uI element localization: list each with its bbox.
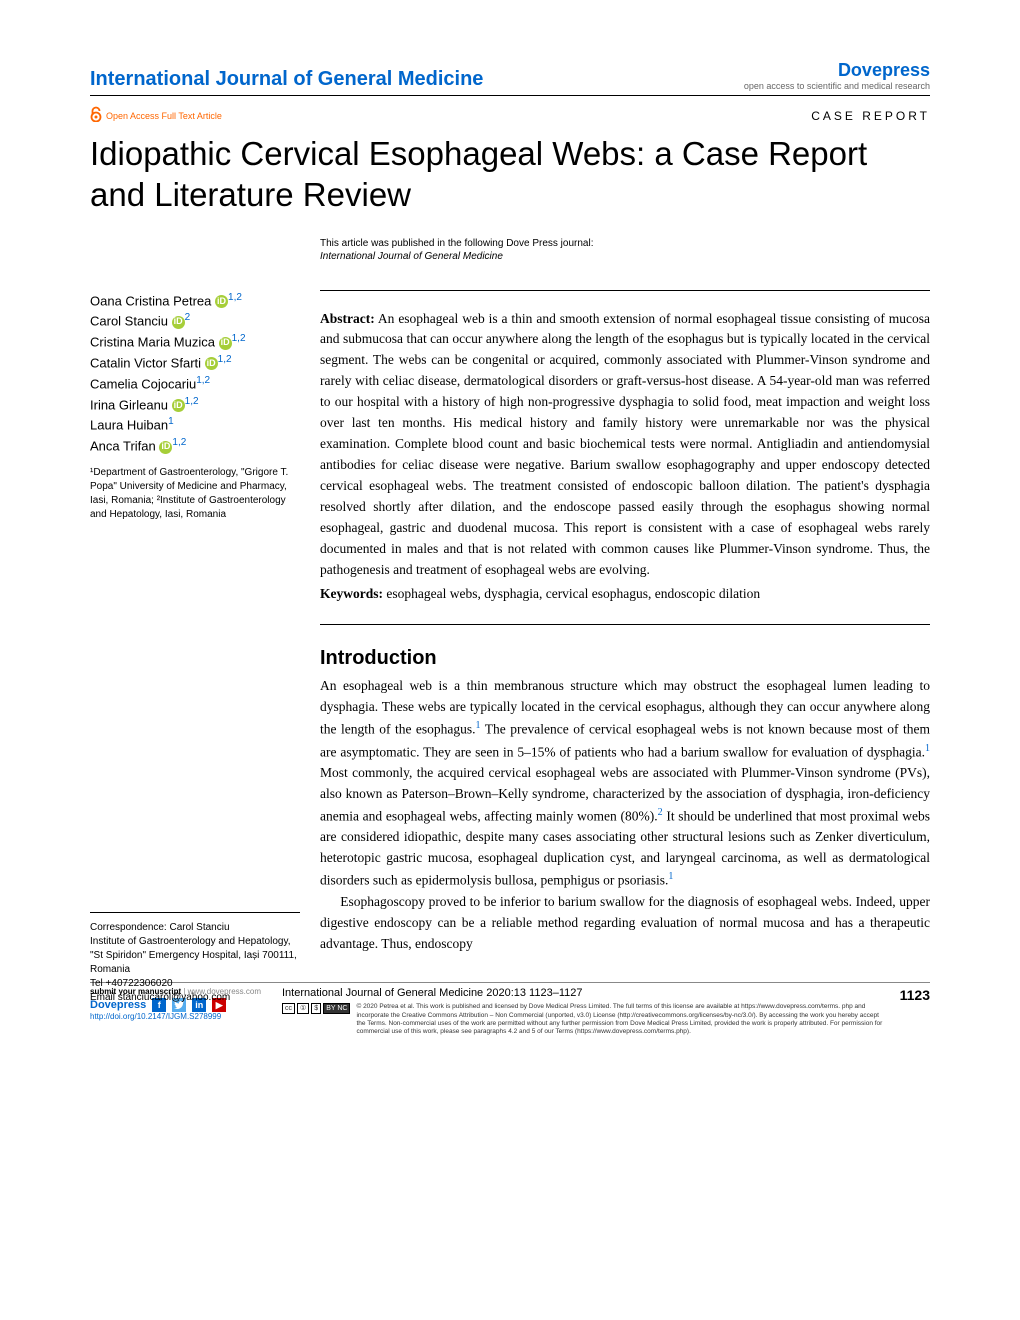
introduction-heading: Introduction xyxy=(320,647,930,670)
journal-header: International Journal of General Medicin… xyxy=(90,60,930,96)
author-name: Cristina Maria Muzica xyxy=(90,334,215,349)
author-name: Irina Girleanu xyxy=(90,397,168,412)
author: Carol Stanciu iD2 xyxy=(90,310,300,331)
section-divider xyxy=(320,624,930,625)
author-affiliation-ref: 1,2 xyxy=(196,375,210,386)
author: Anca Trifan iD1,2 xyxy=(90,435,300,456)
article-title: Idiopathic Cervical Esophageal Webs: a C… xyxy=(90,133,930,216)
author: Laura Huiban1 xyxy=(90,414,300,435)
orcid-icon[interactable]: iD xyxy=(159,441,172,454)
cc-icon: cc xyxy=(282,1003,295,1014)
open-access-icon xyxy=(90,106,102,125)
doi-link[interactable]: http://doi.org/10.2147/IJGM.S278999 xyxy=(90,1012,270,1021)
orcid-icon[interactable]: iD xyxy=(219,337,232,350)
correspondence-label: Correspondence: Carol Stanciu xyxy=(90,921,300,935)
author: Irina Girleanu iD1,2 xyxy=(90,394,300,415)
cc-by-icon: ① xyxy=(297,1003,309,1014)
abstract-text: An esophageal web is a thin and smooth e… xyxy=(320,311,930,577)
author-name: Anca Trifan xyxy=(90,439,156,454)
orcid-icon[interactable]: iD xyxy=(172,316,185,329)
author-affiliation-ref: 2 xyxy=(185,312,191,323)
abstract: Abstract: An esophageal web is a thin an… xyxy=(320,309,930,581)
author-affiliation-ref: 1,2 xyxy=(185,396,199,407)
article-type-label: CASE REPORT xyxy=(811,109,930,123)
introduction-body: An esophageal web is a thin membranous s… xyxy=(320,676,930,954)
orcid-icon[interactable]: iD xyxy=(172,399,185,412)
open-access-label: Open Access Full Text Article xyxy=(106,111,222,121)
left-column: Oana Cristina Petrea iD1,2Carol Stanciu … xyxy=(90,290,300,955)
footer-citation: International Journal of General Medicin… xyxy=(282,987,888,999)
cc-bync-icon: BY NC xyxy=(323,1003,350,1014)
correspondence-address: Institute of Gastroenterology and Hepato… xyxy=(90,935,300,977)
journal-name: International Journal of General Medicin… xyxy=(90,68,483,91)
publication-note-journal: International Journal of General Medicin… xyxy=(320,251,930,262)
orcid-icon[interactable]: iD xyxy=(215,295,228,308)
keywords-label: Keywords: xyxy=(320,586,383,601)
author: Catalin Victor Sfarti iD1,2 xyxy=(90,352,300,373)
cc-nc-icon: $ xyxy=(311,1003,321,1014)
citation-ref[interactable]: 1 xyxy=(668,871,673,882)
correspondence-tel: Tel +40722306020 xyxy=(90,977,300,991)
license-text: © 2020 Petrea et al. This work is publis… xyxy=(356,1003,887,1036)
author: Oana Cristina Petrea iD1,2 xyxy=(90,290,300,311)
author-affiliation-ref: 1,2 xyxy=(228,292,242,303)
correspondence-email: Email stanciucarol@yahoo.com xyxy=(90,991,300,1005)
author-name: Laura Huiban xyxy=(90,418,168,433)
publication-note: This article was published in the follow… xyxy=(320,238,930,249)
author: Cristina Maria Muzica iD1,2 xyxy=(90,331,300,352)
author-affiliation-ref: 1,2 xyxy=(172,437,186,448)
publisher-block: Dovepress open access to scientific and … xyxy=(744,60,930,91)
keywords-text: esophageal webs, dysphagia, cervical eso… xyxy=(383,586,760,601)
correspondence-block: Correspondence: Carol Stanciu Institute … xyxy=(90,912,300,1005)
abstract-label: Abstract: xyxy=(320,311,375,326)
author-affiliation-ref: 1,2 xyxy=(218,354,232,365)
meta-row: Open Access Full Text Article CASE REPOR… xyxy=(90,106,930,125)
author-affiliation-ref: 1 xyxy=(168,416,174,427)
citation-ref[interactable]: 1 xyxy=(925,743,930,754)
authors-list: Oana Cristina Petrea iD1,2Carol Stanciu … xyxy=(90,290,300,457)
keywords: Keywords: esophageal webs, dysphagia, ce… xyxy=(320,586,930,602)
publisher-logo: Dovepress xyxy=(744,60,930,81)
author: Camelia Cojocariu1,2 xyxy=(90,373,300,394)
cc-icons: cc ① $ BY NC xyxy=(282,1003,350,1036)
orcid-icon[interactable]: iD xyxy=(205,357,218,370)
author-name: Camelia Cojocariu xyxy=(90,376,196,391)
author-name: Carol Stanciu xyxy=(90,314,168,329)
open-access-badge: Open Access Full Text Article xyxy=(90,106,222,125)
publisher-tagline: open access to scientific and medical re… xyxy=(744,81,930,91)
affiliations: ¹Department of Gastroenterology, "Grigor… xyxy=(90,466,300,522)
author-affiliation-ref: 1,2 xyxy=(232,333,246,344)
right-column: Abstract: An esophageal web is a thin an… xyxy=(320,290,930,955)
footer-middle: International Journal of General Medicin… xyxy=(282,987,888,1036)
page-number: 1123 xyxy=(900,987,930,1003)
author-name: Catalin Victor Sfarti xyxy=(90,355,201,370)
license-block: cc ① $ BY NC © 2020 Petrea et al. This w… xyxy=(282,1003,888,1036)
author-name: Oana Cristina Petrea xyxy=(90,293,211,308)
